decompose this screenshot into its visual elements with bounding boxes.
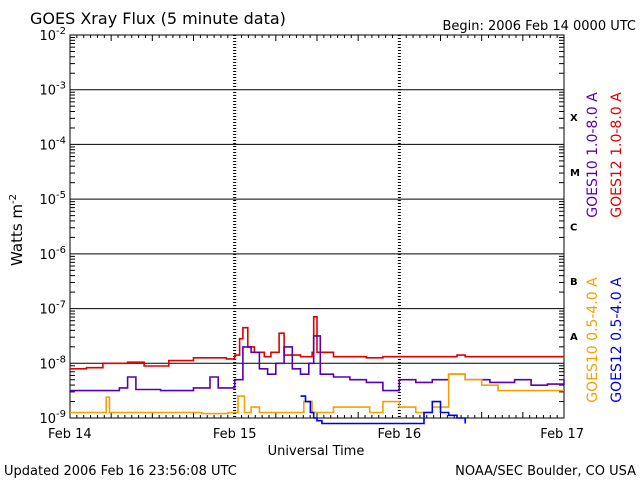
x-tick-label: Feb 15 <box>213 427 257 442</box>
y-axis: 10-2 10-3 10-4 10-5 10-6 10-7 10-8 10-9 <box>39 26 564 427</box>
y-tick-label: 10-7 <box>39 300 66 318</box>
flare-class-x: X <box>570 113 578 124</box>
flare-class-a: A <box>570 332 578 343</box>
flare-class-b: B <box>570 277 578 288</box>
x-tick-label: Feb 17 <box>540 427 584 442</box>
credit-text: NOAA/SEC Boulder, CO USA <box>455 464 636 479</box>
chart-title: GOES Xray Flux (5 minute data) <box>30 9 286 28</box>
begin-label: Begin: 2006 Feb 14 0000 UTC <box>442 19 636 34</box>
legend-entry: GOES12 0.5-4.0 A <box>609 277 625 403</box>
legend-entry: GOES12 1.0-8.0 A <box>609 92 625 218</box>
flare-class-c: C <box>570 223 577 234</box>
x-axis-label: Universal Time <box>268 444 365 459</box>
y-axis-label: Watts m-2 <box>8 194 26 266</box>
y-tick-label: 10-9 <box>39 409 66 427</box>
y-tick-label: 10-2 <box>39 26 66 44</box>
y-tick-label: 10-8 <box>39 354 66 372</box>
y-tick-label: 10-3 <box>39 81 66 99</box>
x-tick-label: Feb 16 <box>377 427 421 442</box>
plot-border <box>69 34 565 419</box>
legend-entry: GOES10 0.5-4.0 A <box>585 277 601 403</box>
plot-area <box>69 34 565 419</box>
series-lines <box>70 316 565 425</box>
y-tick-label: 10-6 <box>39 245 66 263</box>
x-tick-label: Feb 14 <box>48 427 92 442</box>
legend: GOES10 1.0-8.0 A GOES12 1.0-8.0 A GOES10 0… <box>585 92 625 403</box>
flare-class-labels: X M C B A <box>570 113 580 343</box>
flare-class-m: M <box>570 168 580 179</box>
legend-entry: GOES10 1.0-8.0 A <box>585 92 601 218</box>
updated-text: Updated 2006 Feb 16 23:56:08 UTC <box>4 464 237 479</box>
series-line-goes12-0-5-4-0-a <box>300 395 466 425</box>
series-line-goes10-0-5-4-0-a <box>70 373 564 415</box>
y-tick-label: 10-5 <box>39 190 66 208</box>
x-axis: Feb 14 Feb 15 Feb 16 Feb 17 <box>48 35 584 442</box>
y-tick-label: 10-4 <box>39 135 66 153</box>
series-line-goes12-1-0-8-0-a <box>70 316 564 370</box>
